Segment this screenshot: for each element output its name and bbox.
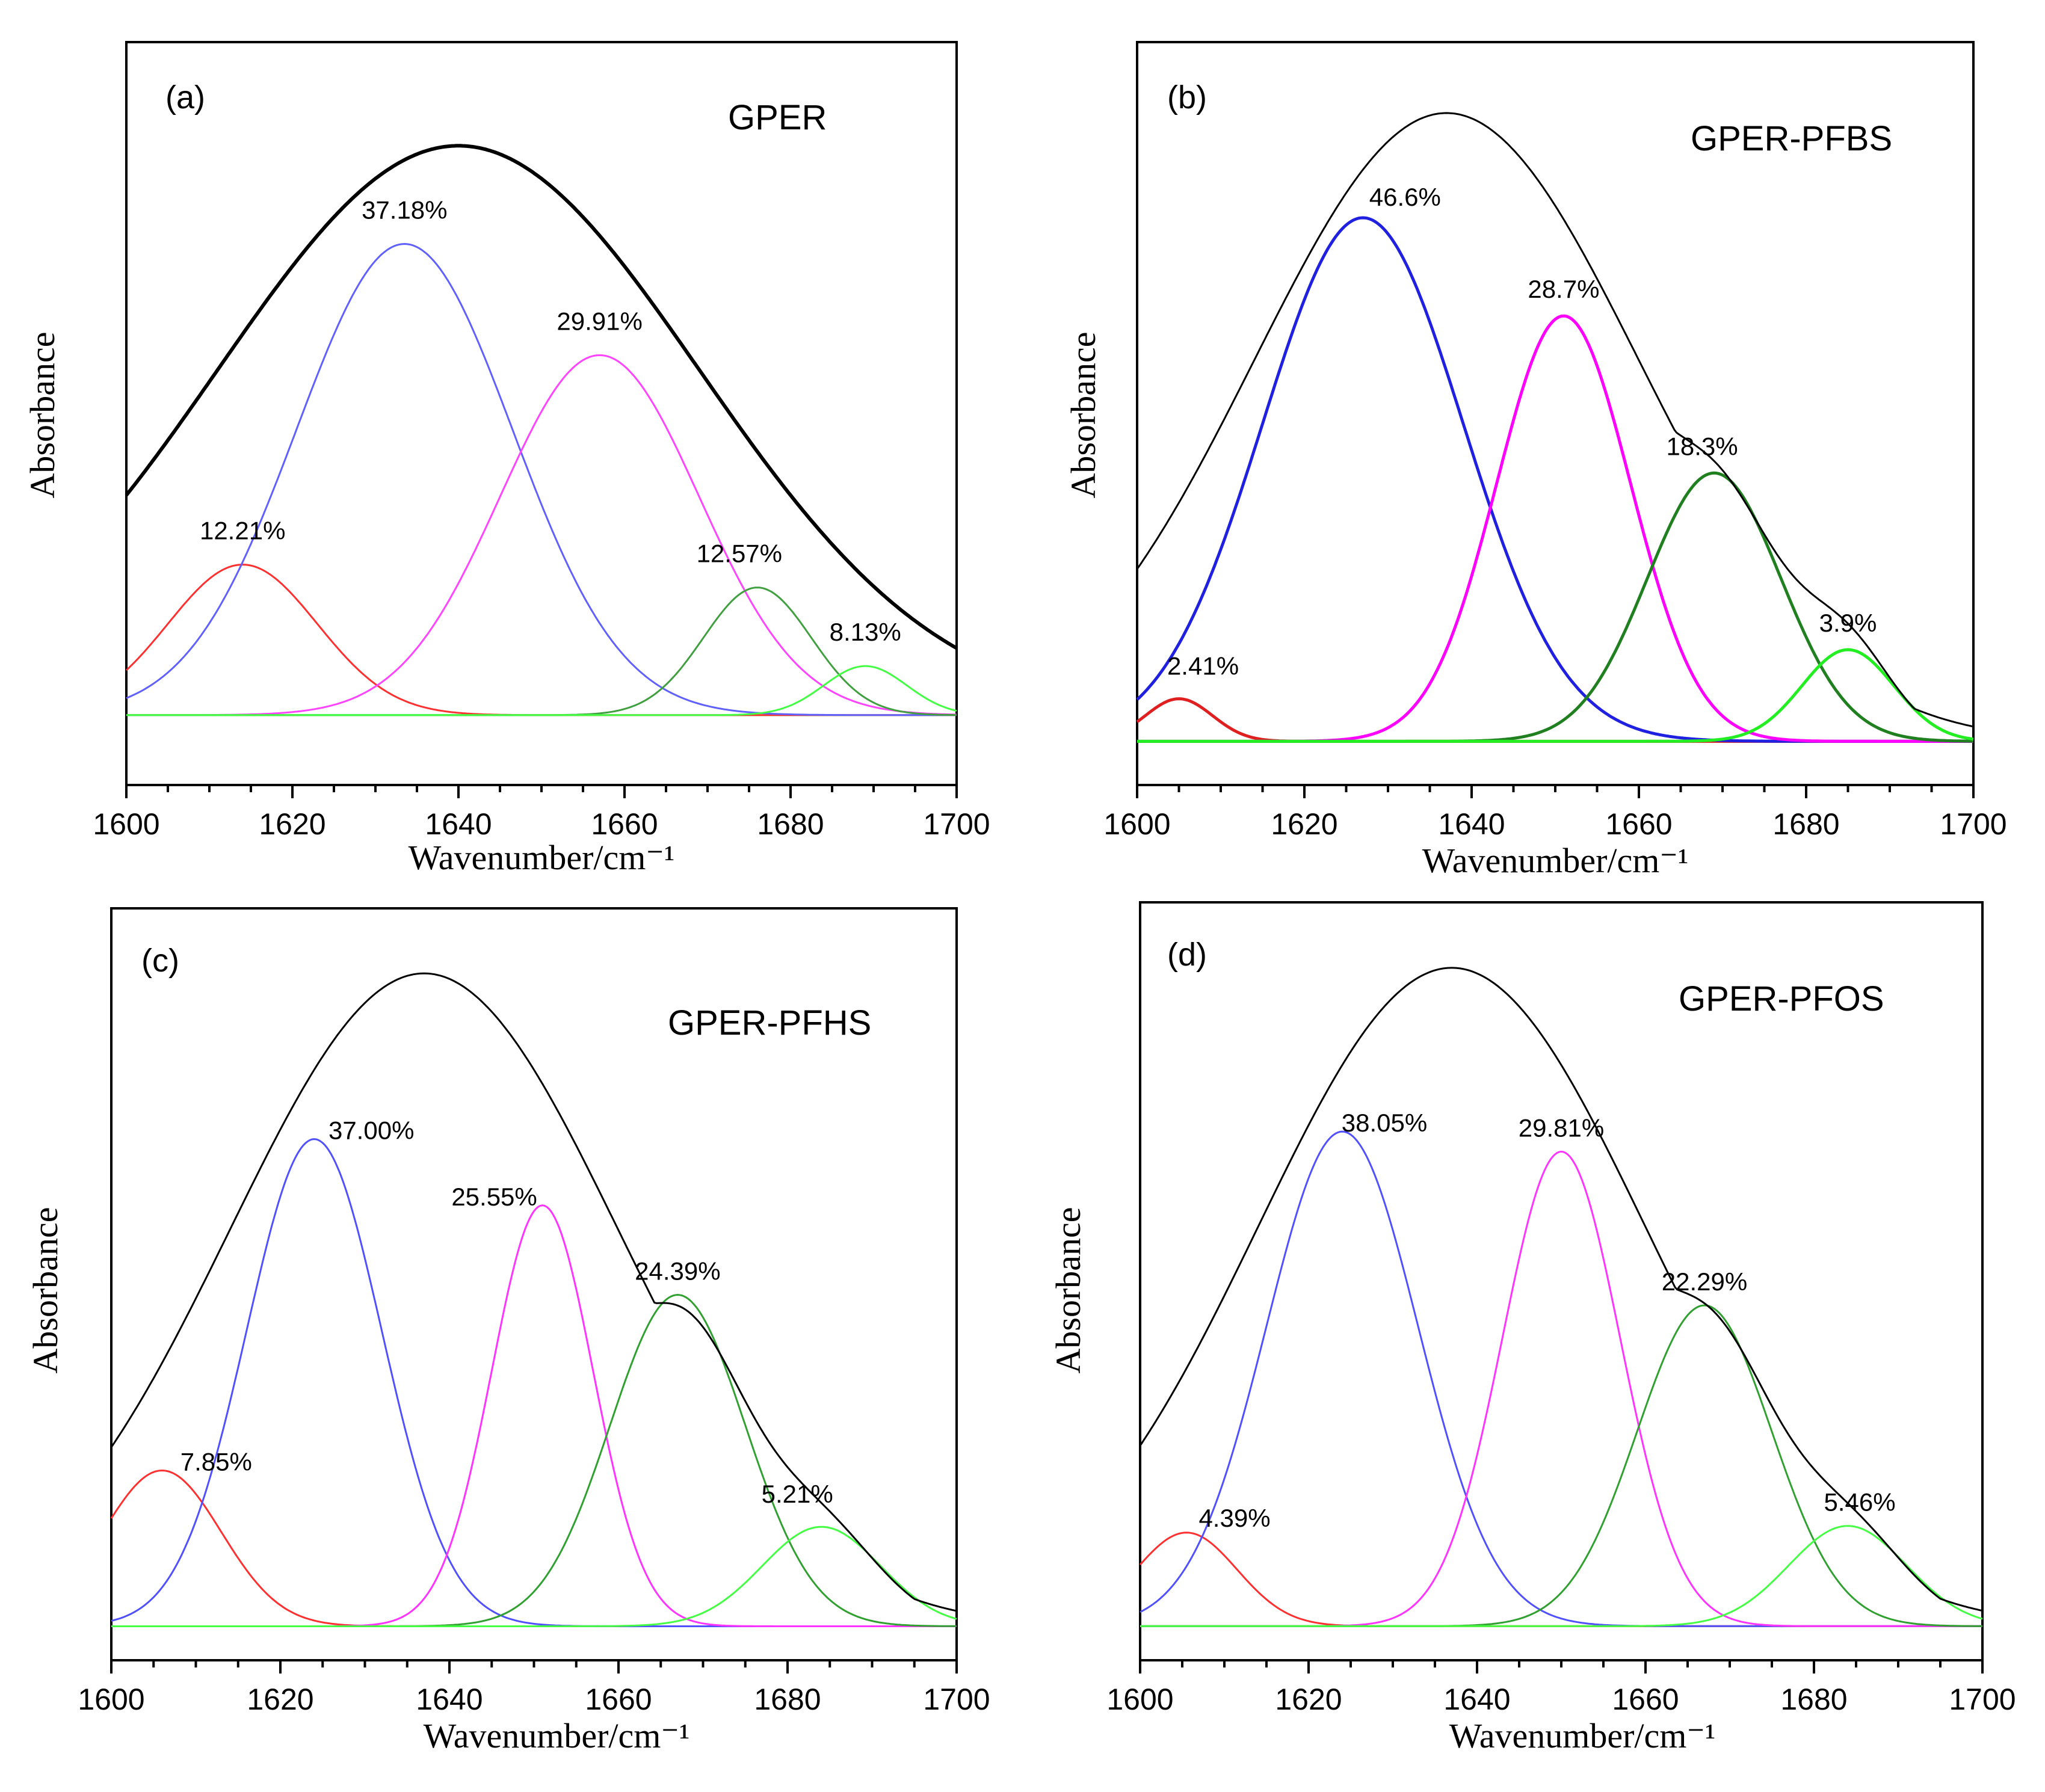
x-axis-title: Wavenumber/cm⁻¹ (1422, 841, 1689, 880)
plot-frame (125, 41, 958, 786)
peak-curve (1137, 471, 1973, 743)
x-tick-label: 1680 (757, 807, 824, 841)
y-axis-title: Absorbance (26, 1207, 65, 1373)
y-axis-title: Absorbance (23, 331, 62, 498)
panel-c: Absorbance Wavenumber/cm⁻¹ (c) GPER-PFHS… (26, 907, 990, 1755)
x-tick-label: 1640 (1438, 807, 1505, 841)
peak-curve (1140, 1525, 1983, 1627)
x-tick-label: 1660 (591, 807, 658, 841)
peak-curve (1139, 1532, 1982, 1627)
x-tick-label: 1700 (1940, 807, 2006, 841)
peak-label: 29.91% (557, 307, 642, 335)
panel-title: GPER (728, 98, 827, 137)
x-tick-label: 1660 (1605, 807, 1672, 841)
x-tick-label: 1620 (1271, 807, 1337, 841)
envelope-curve (1136, 112, 1974, 728)
peak-labels: 4.39% 38.05% 29.81% 22.29% 5.46% (1198, 1109, 1895, 1532)
curves (1139, 967, 1983, 1627)
panel-label: (b) (1167, 79, 1207, 115)
envelope-curve (1139, 967, 1983, 1612)
x-ticks: 1600 1620 1640 1660 1680 1700 (1103, 785, 2007, 841)
x-tick-label: 1680 (1772, 807, 1839, 841)
x-axis-title: Wavenumber/cm⁻¹ (409, 838, 675, 877)
peak-curve (1140, 1304, 1982, 1627)
x-tick-label: 1600 (1106, 1683, 1173, 1716)
peak-label: 25.55% (451, 1183, 537, 1211)
panel-b: Absorbance Wavenumber/cm⁻¹ (b) GPER-PFBS… (1064, 41, 2007, 880)
panel-label: (a) (165, 79, 205, 115)
x-tick-label: 1660 (585, 1683, 652, 1716)
x-tick-label: 1620 (247, 1683, 313, 1716)
panel-title: GPER-PFOS (1679, 979, 1884, 1018)
x-tick-label: 1680 (1780, 1683, 1847, 1716)
peak-curve (1137, 648, 1974, 743)
x-ticks: 1600 1620 1640 1660 1680 1700 (93, 785, 990, 841)
x-tick-label: 1680 (754, 1683, 821, 1716)
curves (125, 144, 958, 716)
x-tick-label: 1640 (425, 807, 492, 841)
x-tick-label: 1640 (416, 1683, 483, 1716)
peak-label: 12.21% (200, 517, 285, 545)
peak-curve (1137, 314, 1973, 743)
y-axis-title: Absorbance (1064, 331, 1103, 498)
x-tick-label: 1700 (1949, 1683, 2016, 1716)
peak-label: 46.6% (1369, 183, 1441, 211)
peak-label: 12.57% (697, 540, 782, 568)
peak-curve (126, 242, 957, 716)
peak-label: 37.18% (362, 196, 447, 224)
peak-curve (126, 665, 957, 716)
peak-label: 8.13% (830, 618, 901, 646)
panel-title: GPER-PFHS (668, 1003, 871, 1042)
peak-curve (1140, 1130, 1982, 1627)
x-axis-title: Wavenumber/cm⁻¹ (424, 1716, 690, 1755)
peak-label: 29.81% (1519, 1113, 1604, 1142)
panel-a: Absorbance Wavenumber/cm⁻¹ (a) GPER 1600… (23, 41, 990, 877)
peak-label: 2.41% (1167, 652, 1239, 680)
y-axis-title: Absorbance (1049, 1207, 1088, 1373)
peak-label: 24.39% (635, 1257, 720, 1285)
peak-label: 22.29% (1662, 1267, 1747, 1296)
x-tick-label: 1600 (93, 807, 159, 841)
x-tick-label: 1620 (1275, 1683, 1342, 1716)
curves (110, 972, 957, 1627)
envelope-curve (110, 972, 957, 1612)
x-tick-label: 1640 (1443, 1683, 1510, 1716)
peak-curve (1140, 1150, 1982, 1627)
panel-label: (c) (141, 943, 179, 979)
panel-d: Absorbance Wavenumber/cm⁻¹ (d) GPER-PFOS… (1049, 901, 2016, 1755)
curves (1136, 112, 1974, 743)
peak-label: 7.85% (180, 1448, 252, 1476)
x-ticks: 1600 1620 1640 1660 1680 1700 (1106, 1660, 2016, 1716)
peak-label: 18.3% (1667, 432, 1738, 460)
peak-label: 5.21% (762, 1480, 833, 1508)
peak-label: 28.7% (1528, 275, 1599, 303)
peak-curve (111, 1526, 957, 1627)
x-tick-label: 1700 (923, 1683, 990, 1716)
peak-labels: 2.41% 46.6% 28.7% 18.3% 3.9% (1167, 183, 1877, 680)
peak-curve (126, 354, 957, 716)
x-axis-title: Wavenumber/cm⁻¹ (1449, 1716, 1716, 1755)
peak-curve (111, 1204, 957, 1627)
peak-labels: 7.85% 37.00% 25.55% 24.39% 5.21% (180, 1116, 833, 1509)
peak-labels: 12.21% 37.18% 29.91% 12.57% 8.13% (200, 196, 901, 647)
panel-label: (d) (1167, 937, 1207, 973)
envelope-curve (125, 144, 958, 650)
panel-title: GPER-PFBS (1691, 119, 1892, 158)
x-tick-label: 1600 (78, 1683, 144, 1716)
peak-label: 4.39% (1198, 1504, 1270, 1532)
x-tick-label: 1700 (923, 807, 990, 841)
peak-curve (126, 587, 957, 716)
peak-label: 38.05% (1342, 1109, 1427, 1137)
x-tick-label: 1620 (259, 807, 325, 841)
x-tick-label: 1600 (1103, 807, 1170, 841)
peak-label: 5.46% (1824, 1488, 1895, 1516)
peak-label: 3.9% (1819, 609, 1877, 637)
x-tick-label: 1660 (1612, 1683, 1679, 1716)
peak-label: 37.00% (328, 1116, 414, 1145)
x-ticks: 1600 1620 1640 1660 1680 1700 (78, 1660, 990, 1716)
